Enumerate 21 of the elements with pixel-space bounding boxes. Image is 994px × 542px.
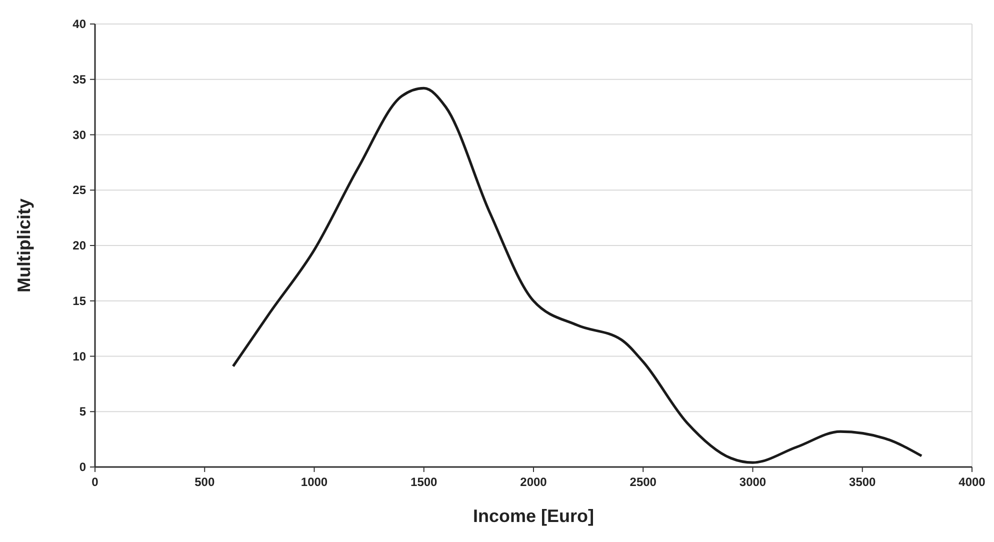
x-axis-title: Income [Euro]: [472, 506, 594, 526]
x-tick-label: 2500: [630, 475, 657, 489]
y-tick-label: 25: [72, 183, 86, 198]
y-tick-label: 40: [72, 17, 86, 31]
y-axis-title: Multiplicity: [14, 198, 34, 292]
x-tick-label: 1000: [300, 475, 328, 489]
y-tick-label: 20: [72, 238, 86, 252]
x-tick-label: 2000: [520, 475, 548, 489]
x-tick-label: 500: [194, 475, 215, 489]
y-tick-label: 0: [79, 460, 86, 474]
y-tick-label: 15: [72, 294, 86, 308]
x-tick-label: 3500: [849, 475, 876, 489]
x-tick-label: 4000: [958, 475, 986, 489]
line-series: [232, 86, 923, 464]
x-tick-label: 1500: [410, 475, 438, 489]
x-tick-label: 3000: [739, 475, 766, 489]
y-tick-label: 10: [72, 349, 86, 364]
x-tick-label: 0: [92, 475, 99, 489]
y-tick-label: 35: [72, 72, 86, 86]
y-tick-label: 30: [72, 128, 86, 142]
y-tick-label: 5: [79, 404, 86, 419]
